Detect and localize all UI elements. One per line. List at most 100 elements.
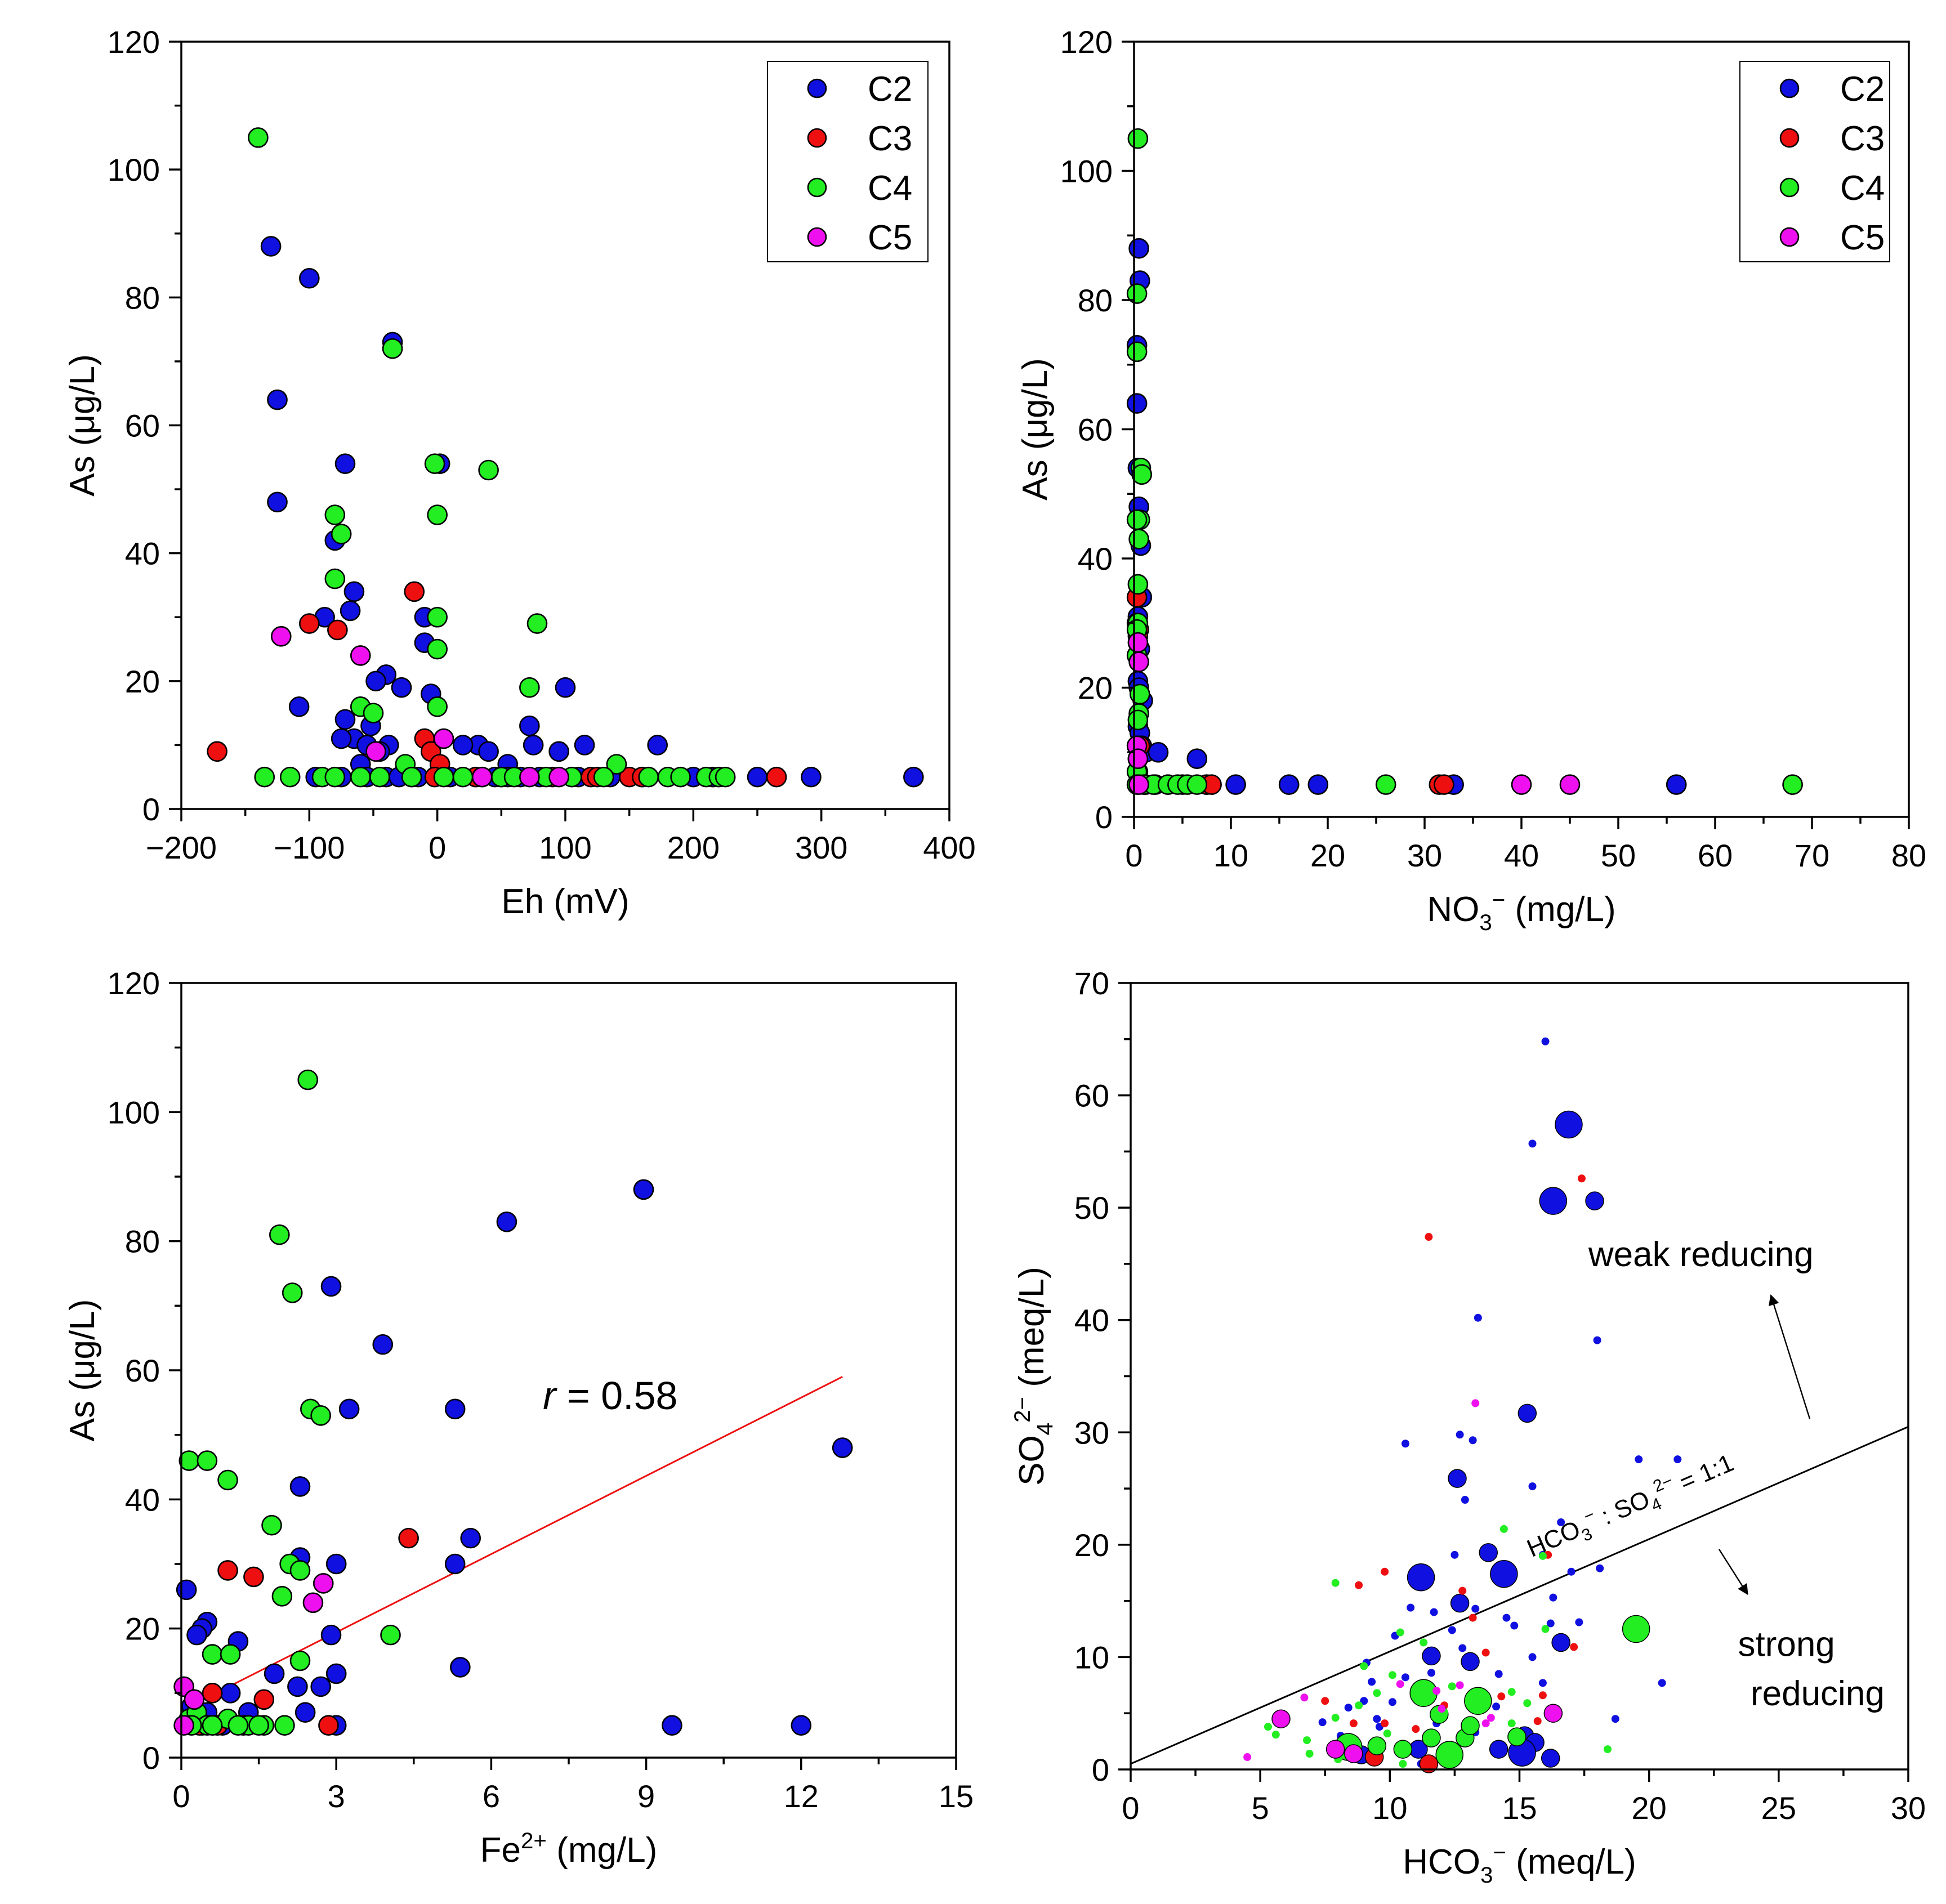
data-point [478,459,499,481]
data-point [1355,1581,1363,1589]
data-point [1469,1436,1477,1445]
panel-hco3: 0 5 10 15 20 25 30 0 10 20 30 40 50 60 70 HCO3− (meq/L)… [1010,966,1926,1888]
data-point [1399,1760,1407,1768]
data-point [1430,1608,1438,1616]
data-point [334,709,356,730]
data-point [404,581,425,602]
data-point [1368,1678,1376,1686]
data-point [327,619,348,641]
y-tick-label: 0 [1095,799,1113,835]
data-point [1481,1719,1490,1728]
y-axis-label: As (μg/L) [63,1299,102,1442]
data-point [1622,1615,1650,1643]
y-tick-label: 50 [1074,1190,1109,1226]
data-point [391,677,412,698]
data-point [1461,1496,1469,1504]
series-C2 [1318,1037,1682,1768]
y-tick-label: 40 [1074,1303,1109,1338]
y-tick-label: 80 [125,1224,160,1259]
data-point [261,1514,282,1536]
data-point [363,703,384,723]
data-point [1481,1648,1490,1657]
data-point [1126,509,1148,530]
y-tick-label: 30 [1074,1415,1109,1450]
data-point [1381,1567,1389,1576]
data-point [1546,1619,1555,1628]
data-point [1148,741,1169,763]
y-axis-label: As (μg/L) [63,354,102,497]
y-tick-label: 120 [108,24,160,60]
data-point [427,696,448,717]
data-point [791,1715,812,1736]
data-point [220,1644,241,1665]
data-point [1367,1736,1387,1755]
x-tick-label: 20 [1310,838,1345,873]
data-point [220,1683,241,1704]
data-point [427,606,448,628]
x-axis-label: Fe2+ (mg/L) [480,1828,658,1870]
data-point [269,1224,290,1245]
data-point [310,1676,331,1697]
data-point [1388,1671,1396,1679]
data-point [1596,1564,1604,1572]
data-point [197,1450,218,1471]
data-point [365,741,386,762]
data-point [1490,1559,1518,1588]
data-point [282,1282,303,1303]
data-point [1128,651,1149,672]
legend-label: C2 [868,70,912,109]
data-point [519,766,540,788]
data-point [1456,1681,1464,1690]
data-point [1432,1687,1441,1695]
data-point [1666,774,1687,795]
data-point [1523,1699,1532,1708]
data-point [299,267,320,289]
weak-arrow [1769,1294,1811,1419]
data-point [1541,1037,1550,1045]
data-point [1479,1543,1498,1562]
data-point [343,581,365,602]
legend: C2 C3 C4 C5 [1739,61,1890,262]
data-point [325,1553,347,1575]
data-point [1450,1593,1470,1613]
data-point [350,766,371,788]
x-tick-label: 9 [637,1778,655,1814]
data-point [593,766,614,788]
data-point [1593,1336,1601,1344]
x-tick-label: 300 [795,830,847,865]
data-point [338,1398,360,1420]
data-point [444,1553,466,1575]
data-point [1539,1187,1568,1215]
data-point [202,1715,223,1736]
data-point [427,638,448,660]
data-point [832,1437,853,1458]
x-tick-label: 50 [1601,838,1636,873]
x-axis-label: NO3− (mg/L) [1427,887,1615,935]
data-point [267,389,288,410]
data-point [519,677,540,698]
data-point [444,1398,466,1420]
data-point [903,766,924,788]
y-tick-label: 0 [1092,1752,1109,1787]
strong-arrow [1718,1549,1748,1595]
data-point [186,1624,207,1646]
x-tick-label: 80 [1891,838,1926,873]
data-point [1381,1719,1389,1728]
data-point [1604,1745,1612,1754]
data-point [1360,1697,1368,1705]
data-point [1127,574,1149,595]
data-point [1305,1750,1314,1758]
data-point [1264,1723,1272,1731]
x-tick-label: 30 [1407,838,1442,873]
data-point [1461,1716,1480,1735]
correlation-label: r = 0.58 [543,1374,677,1418]
data-point [1499,1525,1508,1533]
data-point [1318,1718,1327,1727]
series-C5 [271,626,569,788]
panel-eh: −200 −100 0 100 200 300 400 0 20 40 60 80 100 120 Eh (… [63,24,976,921]
data-point [1577,1174,1586,1183]
data-point [1360,1662,1368,1670]
data-point [202,1683,223,1704]
data-point [1511,774,1532,795]
data-point [1494,1670,1503,1678]
